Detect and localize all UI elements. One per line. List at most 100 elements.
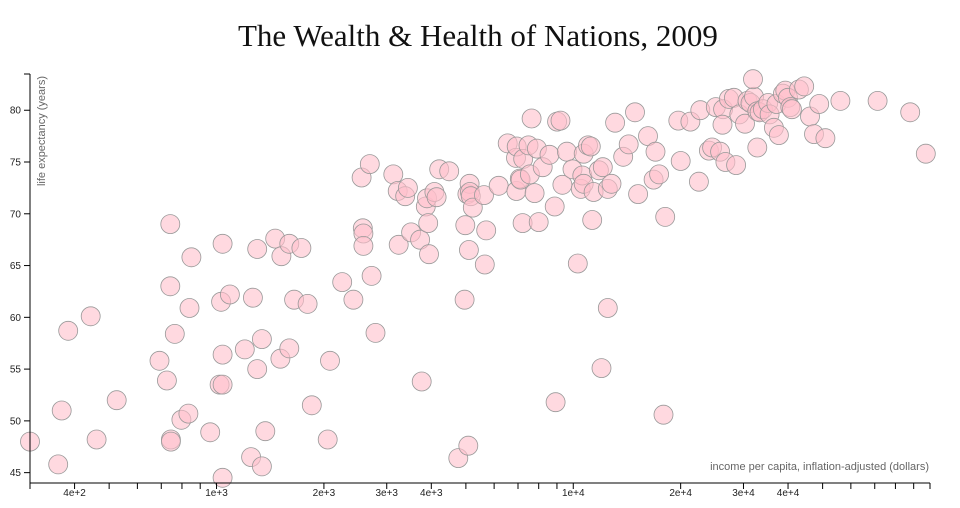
data-point [219,284,240,305]
data-point [200,422,221,443]
data-point [291,238,312,258]
data-point [317,429,338,450]
data-point [488,175,509,196]
data-point [212,344,233,365]
data-point [251,456,272,477]
data-point [156,370,177,391]
data-point [474,185,494,206]
y-tick-label: 75 [10,158,22,169]
data-point [332,272,353,293]
data-point [149,350,170,371]
data-point [628,184,648,205]
x-tick-label: 3e+4 [732,488,755,499]
x-tick-label: 3e+3 [375,488,398,499]
data-point [418,213,439,234]
y-tick-label: 80 [10,106,22,117]
data-point [397,177,418,198]
data-point [645,141,666,162]
data-point [655,206,676,227]
data-point [557,141,577,162]
data-point [178,403,199,424]
data-point [601,173,622,194]
data-point [160,214,181,235]
x-tick-label: 4e+4 [777,488,800,499]
data-point [597,298,618,318]
data-point [353,235,374,256]
data-point [915,143,936,164]
data-point [297,293,318,314]
x-tick-label: 4e+3 [420,488,443,499]
data-point [539,144,560,165]
data-point [544,196,565,217]
data-point [160,276,181,297]
data-point [51,400,72,421]
y-tick-label: 60 [10,313,22,324]
data-point [867,91,888,111]
data-point [462,197,483,218]
y-tick-label: 45 [10,468,22,479]
data-point [179,298,200,318]
data-point [212,467,233,488]
data-point [455,215,476,236]
data-point [181,247,202,268]
data-point [242,287,263,308]
data-point [830,91,851,111]
data-point [343,289,364,310]
data-point [618,134,639,155]
data-point [794,76,815,97]
data-point [567,253,588,274]
data-point [255,421,276,442]
data-point [419,244,439,265]
data-point [234,339,255,360]
data-point [545,392,566,413]
data-point [454,289,475,310]
data-point [735,113,755,134]
data-point [365,322,386,343]
y-axis: 45 50 55 60 65 70 75 80 [10,73,31,483]
x-tick-label: 1e+4 [562,488,585,499]
data-point [279,338,300,359]
data-point [410,229,431,250]
data-point [580,136,601,157]
data-point [247,359,268,380]
data-point [86,429,107,450]
data-point [212,374,233,395]
y-axis-title: life expectancy (years) [36,76,48,186]
x-tick-label: 2e+4 [669,488,692,499]
data-point [388,234,409,255]
data-point [247,239,268,259]
y-tick-label: 55 [10,365,22,376]
data-point [743,69,763,90]
data-point [712,114,733,135]
data-point [747,137,768,158]
x-tick-label: 4e+2 [63,488,86,499]
data-point [361,265,382,286]
data-point [653,404,674,425]
data-point [900,102,921,123]
data-point [582,210,603,230]
data-point [592,157,613,178]
data-point [251,329,272,350]
data-point [649,164,669,185]
data-point [605,112,625,133]
data-point [474,254,495,275]
data-point [411,371,432,392]
data-point [160,431,181,452]
x-tick-label: 1e+3 [205,488,228,499]
data-point [769,125,789,146]
x-axis-title: income per capita, inflation-adjusted (d… [710,461,929,473]
data-point [550,110,571,131]
y-tick-label: 70 [10,209,22,220]
data-point [58,320,79,341]
data-point [48,454,69,475]
data-point [320,350,340,371]
data-point [458,435,479,456]
y-tick-label: 65 [10,261,22,272]
data-point [670,151,691,171]
data-point [164,323,185,344]
data-point [212,233,233,254]
data-point [476,220,497,241]
x-tick-label: 2e+3 [313,488,336,499]
x-axis: 4e+2 1e+3 2e+3 3e+3 4e+3 1e+4 2e+4 3e+4 4e+4 [29,482,931,499]
